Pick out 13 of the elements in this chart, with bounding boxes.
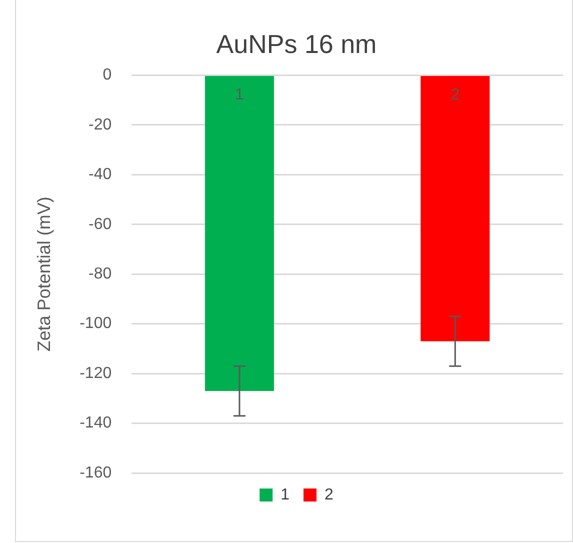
chart-title: AuNPs 16 nm	[216, 28, 377, 59]
legend-label: 2	[324, 486, 334, 504]
y-tick-label: -100	[80, 315, 112, 332]
y-tick-label: -40	[88, 166, 112, 184]
legend-label: 1	[280, 486, 290, 504]
y-tick-label: -60	[88, 216, 112, 233]
y-tick-label: -140	[80, 414, 112, 432]
y-tick-label: -20	[88, 116, 112, 134]
y-tick-label: -80	[88, 266, 112, 283]
y-tick-label: -120	[80, 364, 112, 382]
y-tick-label: 0	[102, 66, 112, 84]
y-tick-label: -160	[80, 464, 112, 482]
y-axis-title: Zeta Potential (mV)	[34, 196, 54, 352]
